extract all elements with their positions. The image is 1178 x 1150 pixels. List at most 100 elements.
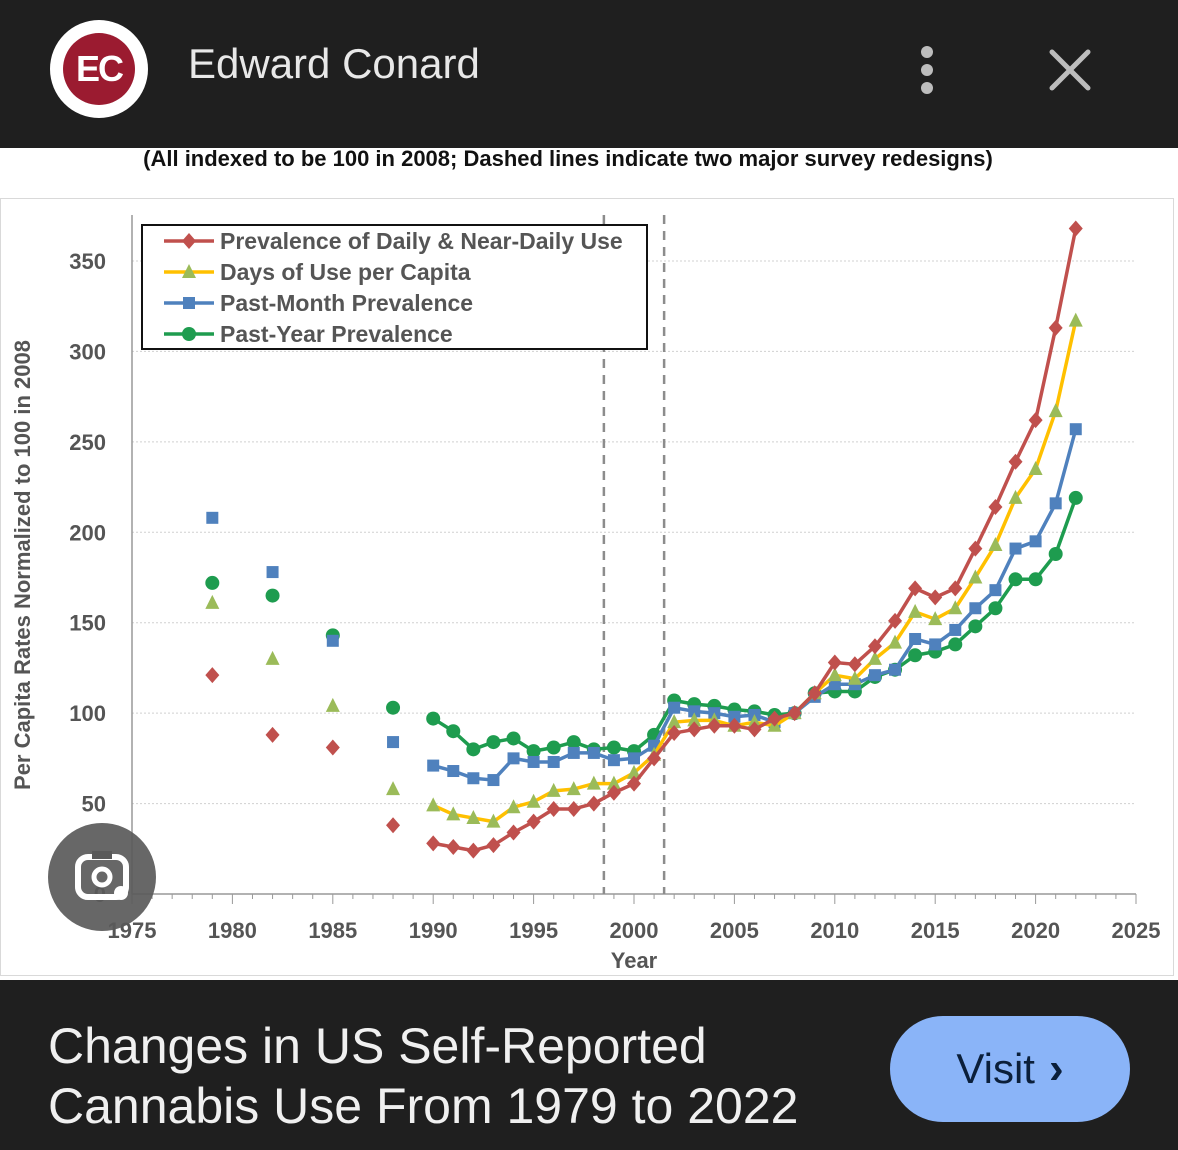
close-button[interactable] — [1040, 40, 1100, 100]
data-point — [728, 710, 741, 723]
data-point — [606, 740, 621, 755]
x-axis-title: Year — [611, 948, 658, 973]
data-point — [426, 797, 441, 812]
more-options-button[interactable] — [905, 42, 949, 98]
x-tick-label: 2020 — [1011, 918, 1060, 943]
y-tick-label: 200 — [69, 520, 106, 545]
data-point — [1028, 460, 1043, 475]
legend-label: Days of Use per Capita — [220, 259, 471, 285]
data-point — [546, 800, 561, 817]
data-point — [506, 799, 521, 814]
chart-subtitle: (All indexed to be 100 in 2008; Dashed l… — [143, 146, 993, 171]
y-tick-label: 100 — [69, 701, 106, 726]
lens-button[interactable] — [48, 823, 156, 931]
image-caption[interactable]: Changes in US Self-Reported Cannabis Use… — [48, 1016, 868, 1136]
more-vert-icon-dot — [921, 82, 933, 94]
data-point — [205, 575, 220, 590]
data-point — [888, 634, 903, 649]
data-point — [527, 755, 540, 768]
data-point — [446, 838, 461, 855]
data-point — [707, 717, 722, 734]
chart: 0501001502002503003501975198019851990199… — [10, 215, 1161, 973]
source-logo[interactable]: EC — [50, 20, 148, 118]
data-point — [968, 540, 983, 557]
x-tick-label: 2000 — [610, 918, 659, 943]
data-point — [426, 711, 441, 726]
data-point — [847, 670, 862, 685]
legend-marker — [182, 264, 196, 278]
x-tick-label: 2010 — [810, 918, 859, 943]
data-point — [506, 824, 521, 841]
data-point — [447, 765, 460, 778]
data-point — [1008, 453, 1023, 470]
legend-marker — [182, 233, 196, 249]
data-point — [487, 774, 500, 787]
chevron-right-icon: › — [1048, 1044, 1064, 1093]
legend-marker — [183, 297, 195, 309]
data-point — [787, 705, 802, 722]
data-point — [506, 731, 521, 746]
data-point — [747, 721, 762, 738]
data-point — [868, 669, 881, 682]
data-point — [467, 772, 480, 785]
data-point — [948, 637, 963, 652]
data-point — [607, 754, 620, 767]
legend-label: Past-Year Prevalence — [220, 321, 453, 347]
data-point — [486, 837, 501, 854]
data-point — [265, 588, 280, 603]
data-point — [325, 697, 340, 712]
data-point — [969, 602, 982, 615]
data-point — [627, 764, 641, 779]
data-point — [828, 678, 841, 691]
x-tick-label: 1995 — [509, 918, 558, 943]
data-point — [988, 498, 1003, 515]
visit-label: Visit — [956, 1045, 1035, 1092]
data-point — [1009, 542, 1022, 555]
data-point — [628, 752, 640, 765]
data-point — [387, 736, 400, 749]
data-point — [988, 601, 1003, 616]
more-vert-icon — [921, 46, 933, 58]
caption-line-1: Changes in US Self-Reported — [48, 1018, 707, 1074]
data-point — [386, 817, 401, 834]
data-point — [386, 781, 401, 796]
data-point — [466, 810, 481, 825]
data-point — [1068, 490, 1083, 505]
google-lens-icon — [75, 851, 129, 900]
data-point — [1048, 319, 1063, 336]
data-point — [909, 632, 922, 645]
x-tick-label: 2025 — [1112, 918, 1161, 943]
data-point — [847, 656, 862, 673]
x-tick-label: 2005 — [710, 918, 759, 943]
data-point — [948, 600, 963, 615]
x-tick-label: 1980 — [208, 918, 257, 943]
source-name[interactable]: Edward Conard — [188, 40, 480, 87]
data-point — [547, 755, 560, 768]
data-point — [205, 594, 220, 609]
data-point — [566, 735, 581, 750]
data-point — [1069, 423, 1082, 436]
x-tick-label: 1985 — [308, 918, 357, 943]
data-point — [908, 648, 923, 663]
data-point — [989, 584, 1002, 597]
y-tick-label: 350 — [69, 249, 106, 274]
data-point — [326, 634, 339, 647]
logo-text: EC — [63, 33, 135, 105]
data-point — [1068, 312, 1083, 327]
legend-label: Past-Month Prevalence — [220, 290, 473, 316]
y-tick-label: 150 — [69, 611, 106, 636]
data-point — [427, 759, 440, 772]
data-point — [968, 569, 983, 584]
data-point — [486, 813, 501, 828]
y-axis-title: Per Capita Rates Normalized to 100 in 20… — [10, 340, 35, 790]
y-tick-label: 50 — [82, 792, 106, 817]
data-point — [929, 638, 942, 651]
data-point — [627, 775, 641, 792]
data-point — [1029, 535, 1042, 548]
close-icon — [1049, 49, 1091, 91]
legend-box — [141, 224, 648, 350]
data-point — [667, 725, 682, 742]
visit-button[interactable]: Visit › — [890, 1016, 1130, 1122]
data-point — [867, 650, 882, 665]
data-point — [606, 775, 621, 790]
